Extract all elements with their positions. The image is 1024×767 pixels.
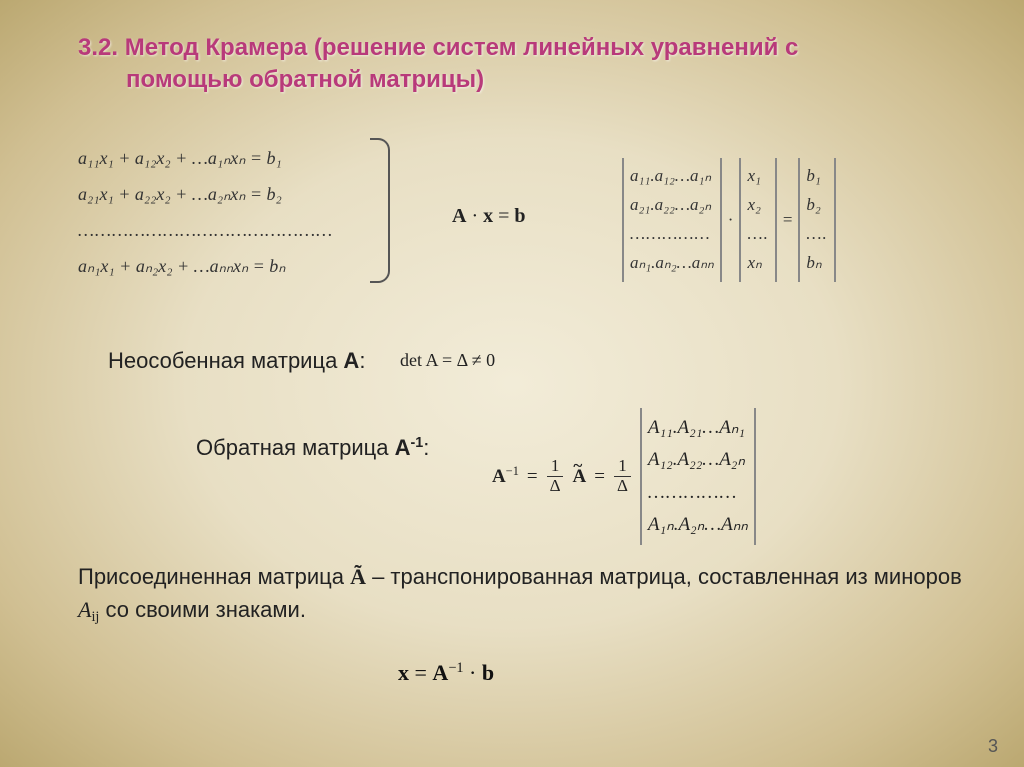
adj-r1: A₁₁.A₂₁…Aₙ₁	[648, 412, 748, 444]
sys-row-2: a₂₁x₁ + a₂₂x₂ + …a₂ₙxₙ = b₂	[78, 176, 333, 212]
vb-r3: ….	[806, 220, 827, 249]
adj-t2: – транспонированная матрица, составленна…	[366, 564, 962, 589]
fin-x: x	[398, 660, 409, 685]
fin-A: A	[432, 660, 448, 685]
nonsingular-label: Неособенная матрица A:	[108, 348, 365, 374]
fin-dot: ·	[464, 660, 482, 685]
fin-b: b	[482, 660, 494, 685]
ieq-Atilde: A	[573, 466, 587, 488]
ieq-frac1: 1 Δ	[546, 457, 565, 495]
axb-A: A	[452, 205, 466, 227]
adj-t1: Присоединенная матрица	[78, 564, 350, 589]
mA-r1: a₁₁.a₁₂…a₁ₙ	[630, 162, 714, 191]
matrix-eq-sign: =	[783, 210, 793, 230]
mA-r3: ……………	[630, 220, 714, 249]
adj-Aij-A: A	[78, 597, 91, 622]
det-expr-text: det A = Δ ≠ 0	[400, 350, 495, 370]
vector-b: b₁ b₂ …. bₙ	[798, 158, 835, 282]
nonsing-text: Неособенная матрица	[108, 348, 343, 373]
axb-b: b	[514, 205, 525, 227]
equation-system: a₁₁x₁ + a₁₂x₂ + …a₁ₙxₙ = b₁ a₂₁x₁ + a₂₂x…	[78, 140, 333, 284]
matrix-A: a₁₁.a₁₂…a₁ₙ a₂₁.a₂₂…a₂ₙ …………… aₙ₁.aₙ₂…aₙ…	[622, 158, 722, 282]
frac2-den: Δ	[613, 477, 632, 496]
inv-A: A	[395, 435, 411, 460]
inv-sup: -1	[411, 435, 424, 451]
title-line-1: 3.2. Метод Крамера (решение систем линей…	[78, 34, 798, 61]
vx-r4: xₙ	[747, 249, 768, 278]
system-brace	[370, 138, 390, 283]
fin-sup: −1	[448, 660, 463, 676]
det-expression: det A = Δ ≠ 0	[400, 350, 495, 371]
frac1-den: Δ	[546, 477, 565, 496]
ieq-sup: −1	[506, 464, 519, 478]
vx-r1: x₁	[747, 162, 768, 191]
axb-equation: A · x = b	[452, 205, 526, 228]
nonsing-A: A	[343, 348, 359, 373]
fin-eq: =	[409, 660, 432, 685]
inv-colon: :	[423, 435, 429, 460]
mA-r2: a₂₁.a₂₂…a₂ₙ	[630, 191, 714, 220]
vx-r3: ….	[747, 220, 768, 249]
vb-r4: bₙ	[806, 249, 827, 278]
axb-x: x	[483, 205, 493, 227]
adj-r3: ……………	[648, 477, 748, 509]
ieq-eq1: =	[527, 466, 538, 488]
vector-x: x₁ x₂ …. xₙ	[739, 158, 776, 282]
sys-row-1: a₁₁x₁ + a₁₂x₂ + …a₁ₙxₙ = b₁	[78, 140, 333, 176]
adj-r2: A₁₂.A₂₂…A₂ₙ	[648, 444, 748, 476]
inverse-label: Обратная матрица A-1:	[196, 435, 429, 461]
sys-row-3: ………………………………………	[78, 212, 333, 248]
frac1-num: 1	[547, 457, 564, 477]
frac2-num: 1	[614, 457, 631, 477]
slide-title: 3.2. Метод Крамера (решение систем линей…	[78, 32, 964, 97]
adj-r4: A₁ₙ.A₂ₙ…Aₙₙ	[648, 509, 748, 541]
nonsing-colon: :	[359, 348, 365, 373]
adjoint-matrix: A₁₁.A₂₁…Aₙ₁ A₁₂.A₂₂…A₂ₙ …………… A₁ₙ.A₂ₙ…Aₙ…	[640, 408, 756, 545]
title-line-2: помощью обратной матрицы)	[126, 66, 484, 93]
axb-eq: =	[493, 205, 514, 227]
ieq-A: A	[492, 466, 506, 487]
vx-r2: x₂	[747, 191, 768, 220]
sys-row-4: aₙ₁x₁ + aₙ₂x₂ + …aₙₙxₙ = bₙ	[78, 248, 333, 284]
ieq-eq2: =	[594, 466, 605, 488]
inverse-equation: A−1 = 1 Δ A = 1 Δ A₁₁.A₂₁…Aₙ₁ A₁₂.A₂₂…A₂…	[492, 408, 756, 545]
page-number: 3	[988, 736, 998, 757]
matrix-dot: ·	[728, 210, 734, 230]
adj-Aij-ij: ij	[91, 609, 99, 625]
vb-r1: b₁	[806, 162, 827, 191]
adj-t3: со своими знаками.	[99, 597, 306, 622]
mA-r4: aₙ₁.aₙ₂…aₙₙ	[630, 249, 714, 278]
vb-r2: b₂	[806, 191, 827, 220]
ieq-frac2: 1 Δ	[613, 457, 632, 495]
adjoint-description: Присоединенная матрица Ã – транспонирова…	[78, 560, 964, 626]
axb-dot: ·	[466, 205, 483, 227]
adj-Atilde: Ã	[350, 564, 366, 589]
matrix-equation: a₁₁.a₁₂…a₁ₙ a₂₁.a₂₂…a₂ₙ …………… aₙ₁.aₙ₂…aₙ…	[622, 158, 836, 282]
final-equation: x = A−1 · b	[398, 660, 494, 686]
inv-text: Обратная матрица	[196, 435, 395, 460]
